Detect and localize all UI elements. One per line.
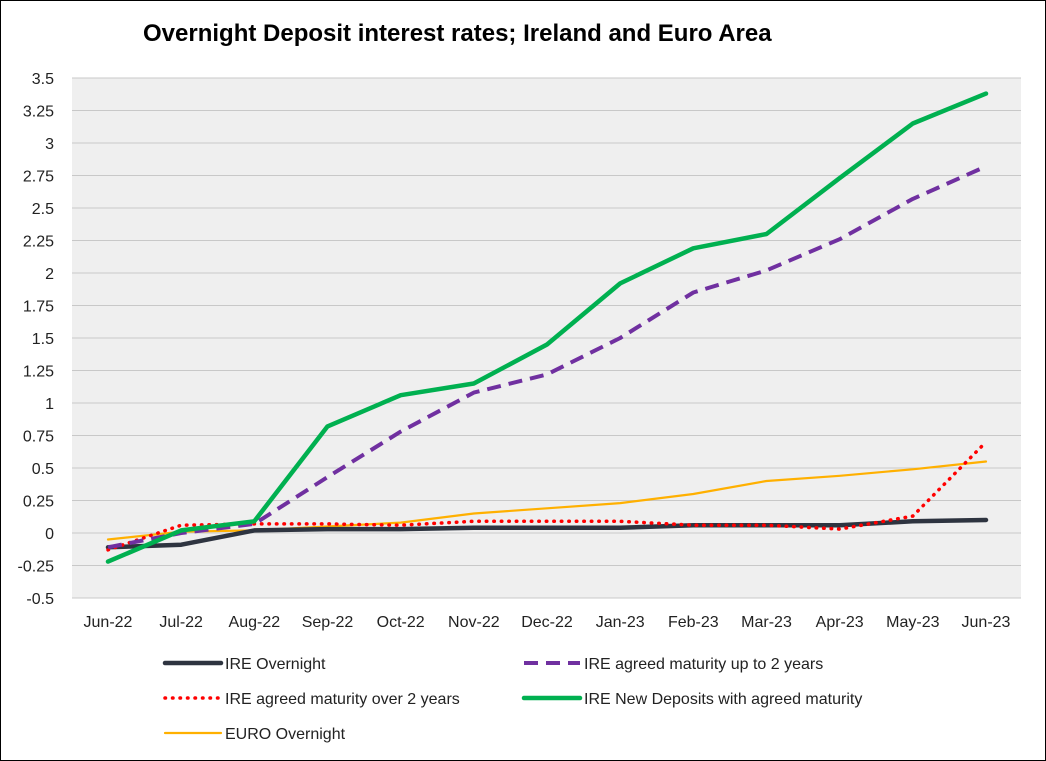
y-tick-label: 2.25: [23, 234, 54, 251]
series-line-1: [107, 164, 987, 550]
x-axis-tick-labels: Jun-22 Jul-22 Aug-22 Sep-22 Oct-22 Nov-22 Dec-…: [84, 614, 1011, 631]
y-tick-label: 0.25: [23, 494, 54, 511]
legend-label: IRE agreed maturity over 2 years: [225, 691, 460, 708]
x-tick-label: May-23: [886, 614, 939, 631]
y-tick-label: 3: [45, 136, 54, 153]
y-tick-label: 2.75: [23, 169, 54, 186]
x-tick-label: Sep-22: [302, 614, 354, 631]
y-tick-label: 2.5: [32, 201, 54, 218]
legend-label: IRE New Deposits with agreed maturity: [584, 691, 862, 708]
y-tick-label: 1.75: [23, 299, 54, 316]
x-tick-label: Nov-22: [448, 614, 500, 631]
y-tick-label: 0.5: [32, 461, 54, 478]
x-tick-label: Jun-23: [962, 614, 1011, 631]
y-axis-tick-labels: 3.5 3.25 3 2.75 2.5 2.25 2 1.75 1.5 1.25 1 0.75 0.5 0…: [18, 71, 55, 608]
y-tick-label: 1.25: [23, 364, 54, 381]
y-tick-label: 1: [45, 396, 54, 413]
chart-title: Overnight Deposit interest rates; Irelan…: [143, 20, 772, 47]
x-tick-label: Feb-23: [668, 614, 719, 631]
y-tick-label: 3.25: [23, 104, 54, 121]
x-tick-label: Apr-23: [816, 614, 864, 631]
y-tick-label: 0.75: [23, 429, 54, 446]
y-tick-label: -0.25: [18, 559, 55, 576]
x-tick-label: Jan-23: [596, 614, 645, 631]
y-tick-label: -0.5: [26, 591, 54, 608]
y-tick-label: 3.5: [32, 71, 54, 88]
x-tick-label: Mar-23: [741, 614, 792, 631]
series-lines: [105, 91, 989, 564]
legend: IRE Overnight IRE agreed maturity up to 2…: [162, 656, 862, 743]
x-tick-label: Aug-22: [229, 614, 281, 631]
legend-label: IRE Overnight: [225, 656, 326, 673]
x-tick-label: Jul-22: [159, 614, 203, 631]
y-tick-label: 1.5: [32, 331, 54, 348]
legend-label: IRE agreed maturity up to 2 years: [584, 656, 823, 673]
x-tick-label: Jun-22: [84, 614, 133, 631]
x-tick-label: Oct-22: [377, 614, 425, 631]
x-tick-label: Dec-22: [521, 614, 573, 631]
legend-label: EURO Overnight: [225, 726, 346, 743]
y-tick-label: 0: [45, 526, 54, 543]
y-tick-label: 2: [45, 266, 54, 283]
